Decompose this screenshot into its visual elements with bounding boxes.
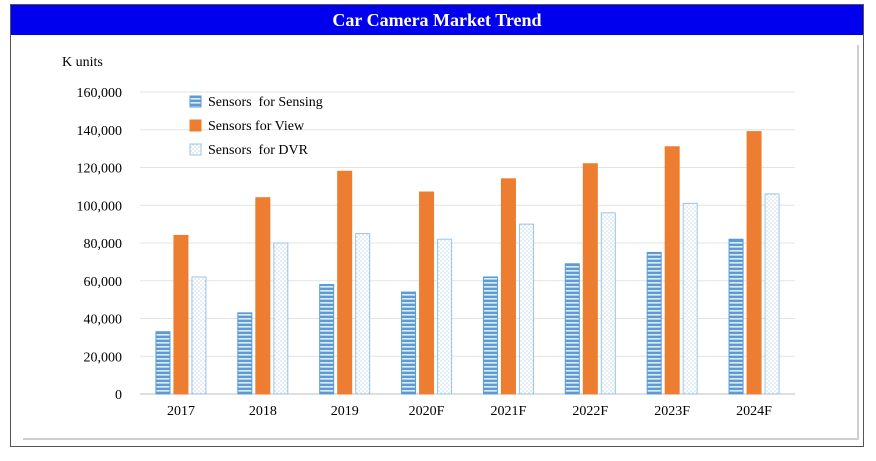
- bar-dvr: [682, 202, 698, 395]
- bar-sensing: [237, 312, 253, 395]
- x-tick-label: 2023F: [654, 404, 690, 419]
- bar-sensing: [482, 276, 498, 395]
- y-tick-label: 120,000: [77, 162, 123, 177]
- y-tick-label: 160,000: [77, 86, 123, 101]
- y-tick-label: 20,000: [84, 350, 123, 365]
- bar-view: [337, 170, 353, 395]
- bar-view: [419, 191, 435, 395]
- legend-label: Sensors for DVR: [208, 143, 309, 158]
- x-tick-label: 2022F: [572, 404, 608, 419]
- legend-swatch: [189, 95, 202, 108]
- x-tick-label: 2020F: [409, 404, 445, 419]
- bar-dvr: [191, 276, 207, 395]
- legend-label: Sensors for View: [208, 119, 305, 134]
- bar-view: [746, 131, 762, 395]
- bar-view: [664, 146, 680, 395]
- legend-label: Sensors for Sensing: [208, 95, 323, 110]
- x-axis-ticks: 2017 2018 2019 2020F 2021F 2022F 2023F 2024F: [167, 404, 772, 419]
- bar-dvr: [600, 212, 616, 395]
- chart-frame: Car Camera Market Trend: [10, 4, 864, 447]
- bar-sensing: [319, 284, 335, 395]
- x-tick-label: 2018: [249, 404, 277, 419]
- legend-swatch: [189, 119, 202, 132]
- x-tick-label: 2024F: [736, 404, 772, 419]
- y-tick-label: 40,000: [84, 313, 123, 328]
- bar-sensing: [155, 331, 171, 395]
- bar-view: [173, 234, 189, 395]
- bar-dvr: [273, 242, 289, 395]
- bar-view: [255, 197, 271, 395]
- plot-panel: [23, 45, 859, 440]
- bar-dvr: [518, 223, 534, 395]
- y-tick-label: 0: [115, 388, 122, 403]
- y-tick-label: 60,000: [84, 275, 123, 290]
- bar-sensing: [728, 238, 744, 395]
- bars: [155, 131, 780, 395]
- legend: Sensors for Sensing Sensors for View Senso…: [189, 95, 323, 158]
- y-axis-unit-label: K units: [62, 55, 103, 70]
- bar-view: [500, 178, 516, 395]
- y-tick-label: 80,000: [84, 237, 123, 252]
- bar-dvr: [437, 238, 453, 395]
- x-tick-label: 2021F: [491, 404, 527, 419]
- bar-view: [582, 163, 598, 395]
- y-tick-label: 140,000: [77, 124, 123, 139]
- y-axis-ticks: 0 20,000 40,000 60,000 80,000 100,000 120,000 1…: [77, 86, 123, 403]
- bar-sensing: [401, 291, 417, 395]
- bar-sensing: [564, 263, 580, 395]
- legend-swatch: [189, 143, 202, 156]
- bar-sensing: [646, 251, 662, 395]
- y-tick-label: 100,000: [77, 199, 123, 214]
- bar-dvr: [764, 193, 780, 395]
- x-tick-label: 2017: [167, 404, 195, 419]
- bar-dvr: [355, 233, 371, 395]
- chart-title: Car Camera Market Trend: [11, 5, 863, 35]
- x-tick-label: 2019: [331, 404, 359, 419]
